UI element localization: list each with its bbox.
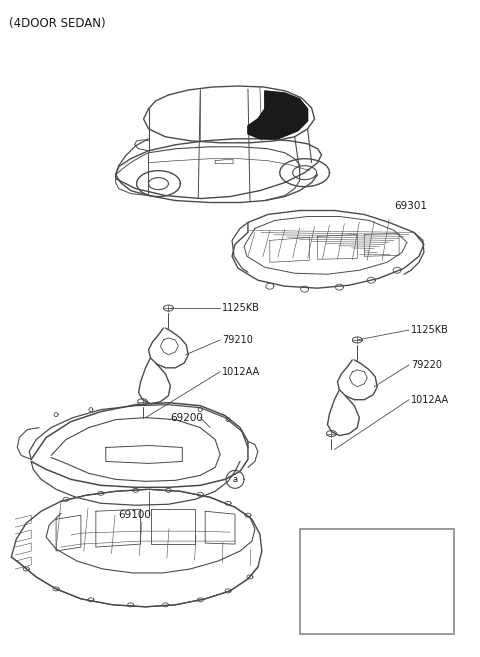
Text: 69301: 69301 bbox=[394, 200, 427, 210]
Text: 79220: 79220 bbox=[411, 360, 442, 370]
Text: 79210: 79210 bbox=[222, 335, 253, 345]
Text: 86364D: 86364D bbox=[356, 535, 397, 545]
Text: 1012AA: 1012AA bbox=[411, 395, 449, 405]
Text: 69100: 69100 bbox=[119, 510, 152, 520]
Text: 1125KB: 1125KB bbox=[222, 303, 260, 313]
Text: 69200: 69200 bbox=[170, 413, 204, 422]
Text: a: a bbox=[232, 475, 238, 484]
Polygon shape bbox=[248, 91, 308, 139]
Text: 1125KB: 1125KB bbox=[411, 325, 449, 335]
Text: (4DOOR SEDAN): (4DOOR SEDAN) bbox=[9, 17, 106, 30]
FancyBboxPatch shape bbox=[300, 529, 454, 634]
Text: 1012AA: 1012AA bbox=[222, 367, 260, 377]
